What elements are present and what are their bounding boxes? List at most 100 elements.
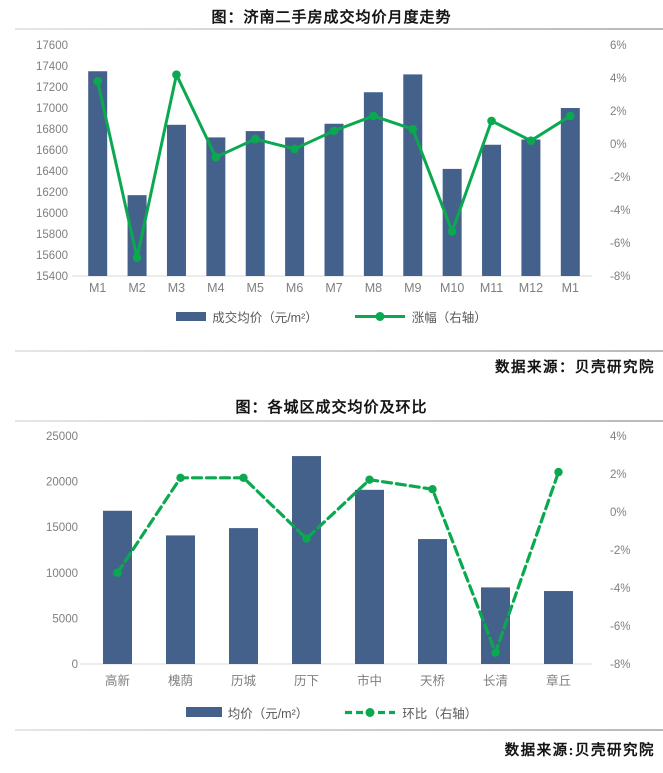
legend-item-bar: 成交均价（元/m²） xyxy=(176,307,318,326)
left-axis-label: 16400 xyxy=(36,166,68,178)
legend-item-bar: 均价（元/m²） xyxy=(185,703,309,722)
right-axis-label: 6% xyxy=(610,40,627,52)
left-axis-label: 16600 xyxy=(36,145,68,157)
bar xyxy=(363,92,383,276)
bar-swatch-icon xyxy=(185,707,222,717)
x-axis-label: M4 xyxy=(207,281,224,295)
x-axis-label: M11 xyxy=(480,281,503,295)
chart2-title: 图：各城区成交均价及环比 xyxy=(235,400,428,416)
trend-point xyxy=(447,227,457,236)
separator xyxy=(15,729,663,731)
left-axis-label: 20000 xyxy=(46,477,78,489)
x-axis-label: M1 xyxy=(562,281,579,295)
data-source-1: 数据来源：贝壳研究院 xyxy=(495,360,655,376)
bar xyxy=(521,139,541,276)
left-axis-label: 16000 xyxy=(36,208,68,220)
left-axis-label: 15000 xyxy=(46,522,78,534)
x-axis-label: 长清 xyxy=(483,674,508,688)
x-axis-label: M5 xyxy=(247,281,264,295)
bar xyxy=(166,124,186,276)
right-axis-label: 4% xyxy=(610,431,627,443)
right-axis-label: -2% xyxy=(610,172,630,184)
bar xyxy=(324,123,344,276)
legend-label-line: 涨幅（右轴） xyxy=(411,310,487,325)
x-axis-label: 历城 xyxy=(231,674,257,688)
legend-item-dashed-line: 环比（右轴） xyxy=(344,703,477,722)
separator xyxy=(15,350,663,352)
left-axis-label: 15400 xyxy=(36,271,68,283)
trend-point xyxy=(290,144,299,154)
left-axis-label: 10000 xyxy=(46,568,78,580)
bar xyxy=(442,168,462,276)
right-axis-label: -4% xyxy=(610,205,630,217)
line-swatch-icon xyxy=(354,311,405,321)
bar xyxy=(355,489,384,664)
left-axis-label: 25000 xyxy=(46,431,78,443)
bar xyxy=(544,591,573,664)
x-axis-label: M1 xyxy=(89,281,106,295)
bar xyxy=(127,195,147,276)
right-axis-label: -2% xyxy=(610,545,630,557)
trend-point xyxy=(250,134,260,144)
x-axis-label: M9 xyxy=(404,281,421,295)
trend-point xyxy=(428,485,437,494)
trend-point xyxy=(554,467,563,477)
bar xyxy=(560,108,580,276)
x-axis-label: M10 xyxy=(440,281,464,295)
x-axis-label: M7 xyxy=(325,281,342,295)
bar xyxy=(292,456,321,664)
left-axis-label: 16800 xyxy=(36,124,68,136)
x-axis-label: 市中 xyxy=(357,673,382,688)
trend-point xyxy=(93,77,102,86)
trend-point xyxy=(132,253,142,263)
separator xyxy=(15,28,663,30)
trend-point xyxy=(408,124,418,134)
trend-point xyxy=(329,126,339,136)
legend-label-bar: 均价（元/m²） xyxy=(227,706,309,721)
x-axis-label: M12 xyxy=(519,281,543,295)
bar xyxy=(103,510,132,664)
left-axis-label: 17200 xyxy=(36,82,68,94)
right-axis-label: -8% xyxy=(610,659,630,671)
x-axis-label: M8 xyxy=(365,281,382,295)
right-axis-label: -8% xyxy=(610,271,630,283)
left-axis-label: 0 xyxy=(72,659,78,671)
right-axis-label: -6% xyxy=(610,238,630,250)
x-axis-label: 天桥 xyxy=(420,674,446,688)
bar xyxy=(88,71,108,276)
bar xyxy=(482,144,502,276)
trend-point xyxy=(239,473,248,482)
right-axis-label: -6% xyxy=(610,621,630,633)
right-axis-label: 2% xyxy=(610,106,627,118)
trend-point xyxy=(526,136,536,145)
bar xyxy=(206,137,226,276)
left-axis-label: 17600 xyxy=(36,40,68,52)
legend-label-line: 环比（右轴） xyxy=(402,706,478,721)
chart2-legend: 均价（元/m²） 环比（右轴） xyxy=(0,701,663,723)
trend-point xyxy=(302,534,311,543)
trend-point xyxy=(491,648,500,657)
bar xyxy=(166,535,195,664)
trend-point xyxy=(369,111,378,121)
trend-point xyxy=(176,473,185,482)
trend-point xyxy=(365,475,374,484)
trend-point xyxy=(211,152,221,162)
x-axis-label: 槐荫 xyxy=(168,673,193,688)
right-axis-label: 0% xyxy=(610,507,627,519)
trend-point xyxy=(172,70,181,79)
data-source-2: 数据来源:贝壳研究院 xyxy=(504,743,655,759)
left-axis-label: 17400 xyxy=(36,61,68,73)
trend-point xyxy=(113,568,122,577)
right-axis-label: 2% xyxy=(610,469,627,481)
x-axis-label: M2 xyxy=(128,281,145,295)
right-axis-label: 0% xyxy=(610,139,627,151)
left-axis-label: 5000 xyxy=(52,613,78,625)
chart1-legend: 成交均价（元/m²） 涨幅（右轴） xyxy=(0,305,663,327)
left-axis-label: 17000 xyxy=(36,103,68,115)
left-axis-label: 15600 xyxy=(36,250,68,262)
x-axis-label: 高新 xyxy=(105,673,130,688)
bar xyxy=(418,539,447,664)
dashed-line-swatch-icon xyxy=(345,707,396,717)
bar xyxy=(403,74,423,277)
